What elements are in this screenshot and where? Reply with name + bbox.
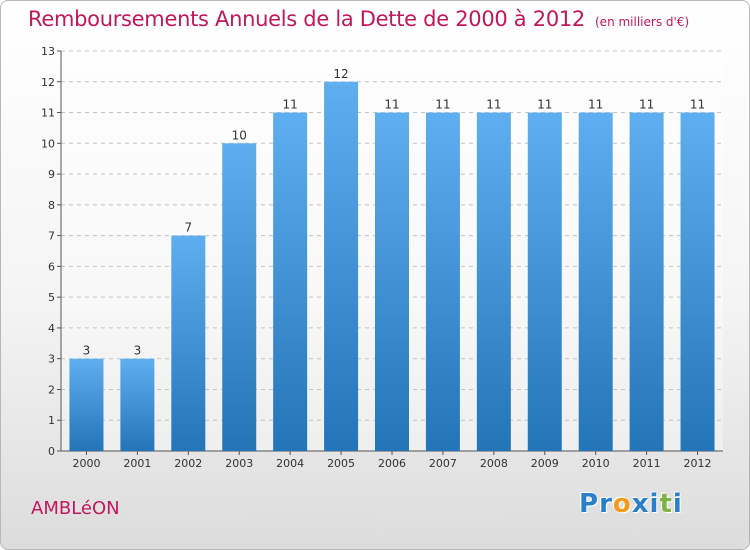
bar-2006	[375, 112, 409, 452]
x-tick-label-2001: 2001	[123, 457, 151, 470]
logo-letter: r	[599, 489, 613, 519]
bar-value-label-2003: 10	[232, 128, 247, 142]
bar-value-label-2008: 11	[486, 98, 501, 112]
bar-value-label-2007: 11	[435, 98, 450, 112]
bar-2010	[578, 112, 613, 452]
y-tick-label-8: 8	[48, 199, 55, 212]
bar-value-label-2004: 11	[283, 98, 298, 112]
bar-2005	[324, 81, 359, 452]
y-tick-label-9: 9	[48, 168, 55, 181]
bar-2011	[629, 112, 664, 452]
x-tick-label-2009: 2009	[531, 457, 559, 470]
bar-value-label-2009: 11	[537, 98, 552, 112]
bar-2008	[476, 112, 511, 452]
bar-2000	[69, 358, 104, 451]
y-tick-label-1: 1	[48, 414, 55, 427]
bar-2007	[425, 112, 460, 452]
x-tick-label-2000: 2000	[72, 457, 100, 470]
y-tick-label-10: 10	[41, 137, 55, 150]
y-tick-label-3: 3	[48, 353, 55, 366]
bar-2004	[273, 112, 308, 452]
x-tick-label-2007: 2007	[429, 457, 457, 470]
bar-value-label-2000: 3	[83, 344, 91, 358]
y-tick-label-2: 2	[48, 383, 55, 396]
y-tick-label-13: 13	[41, 45, 55, 58]
y-tick-label-5: 5	[48, 291, 55, 304]
x-tick-label-2004: 2004	[276, 457, 304, 470]
x-tick-label-2006: 2006	[378, 457, 406, 470]
bar-value-label-2011: 11	[639, 98, 654, 112]
logo-letter: i	[649, 489, 660, 519]
bar-value-label-2002: 7	[184, 221, 192, 235]
bar-2001	[120, 358, 155, 451]
y-tick-label-12: 12	[41, 76, 55, 89]
x-tick-label-2008: 2008	[480, 457, 508, 470]
y-tick-label-7: 7	[48, 230, 55, 243]
bar-2002	[171, 235, 206, 451]
y-tick-label-6: 6	[48, 260, 55, 273]
logo-letter: P	[579, 489, 600, 519]
logo-letter: t	[659, 489, 673, 519]
bar-2003	[222, 143, 257, 452]
logo-letter: i	[672, 489, 683, 519]
bar-value-label-2010: 11	[588, 98, 603, 112]
bar-2009	[527, 112, 562, 452]
commune-name: AMBLéON	[31, 498, 120, 519]
chart-subtitle: (en milliers d'€)	[595, 15, 690, 29]
bar-value-label-2006: 11	[384, 98, 399, 112]
chart-title-text: Remboursements Annuels de la Dette de 20…	[28, 7, 585, 31]
logo-letter: x	[631, 489, 650, 519]
chart-title: Remboursements Annuels de la Dette de 20…	[28, 7, 689, 31]
bar-value-label-2005: 12	[333, 67, 348, 81]
bar-value-label-2001: 3	[134, 344, 142, 358]
x-tick-label-2012: 2012	[684, 457, 712, 470]
x-tick-label-2002: 2002	[174, 457, 202, 470]
proxiti-logo: Proxiti	[579, 489, 683, 519]
x-tick-label-2005: 2005	[327, 457, 355, 470]
x-tick-label-2011: 2011	[633, 457, 661, 470]
bar-value-label-2012: 11	[690, 98, 705, 112]
x-tick-label-2003: 2003	[225, 457, 253, 470]
logo-letter: o	[612, 489, 632, 519]
y-tick-label-4: 4	[48, 322, 55, 335]
y-tick-label-11: 11	[41, 107, 55, 120]
x-tick-label-2010: 2010	[582, 457, 610, 470]
y-tick-label-0: 0	[48, 445, 55, 458]
bar-2012	[680, 112, 715, 452]
